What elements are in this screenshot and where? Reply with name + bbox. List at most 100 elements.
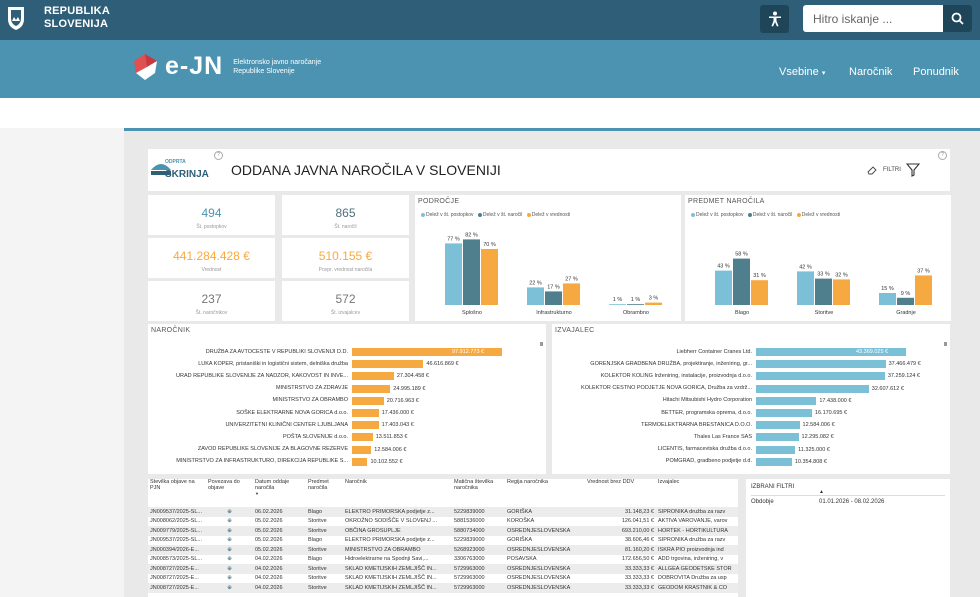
bar[interactable]: [915, 275, 932, 305]
bar[interactable]: [481, 249, 498, 305]
column-header[interactable]: Naročnik: [345, 479, 367, 485]
table-row[interactable]: JN009537/2025-SL... ⊕ 06.02.2026 Blago ELEKT…: [148, 507, 738, 517]
bar-value-label: 10.102.552 €: [370, 458, 403, 465]
column-header[interactable]: Datum oddaje naročila ▼: [253, 479, 306, 507]
link-icon[interactable]: ⊕: [227, 556, 232, 563]
chevron-down-icon: ▾: [821, 70, 826, 77]
gov-brand[interactable]: REPUBLIKA SLOVENIJA: [6, 4, 110, 32]
odprta-skrinja-logo-icon: [151, 164, 171, 175]
bar[interactable]: [645, 302, 662, 305]
bar[interactable]: [352, 396, 384, 405]
bar[interactable]: [715, 270, 732, 305]
table-row[interactable]: JN009537/2025-SL... ⊕ 05.02.2026 Blago ELEKT…: [148, 536, 738, 546]
search-input[interactable]: [803, 5, 943, 32]
bar-label: 42 %: [799, 264, 812, 270]
bar[interactable]: [751, 280, 768, 305]
nav-label: Vsebine: [779, 66, 819, 78]
bar-value-label: 32.607.612 €: [871, 385, 904, 392]
column-header[interactable]: Številka objave na PJN: [150, 479, 195, 491]
nav-item-vsebine[interactable]: Vsebine ▾: [779, 66, 825, 78]
bar-value-label: 43.369.025 €: [856, 349, 889, 355]
bar[interactable]: [463, 239, 480, 305]
bar[interactable]: [756, 384, 869, 393]
category-label: Blago: [735, 310, 749, 316]
bar[interactable]: [352, 421, 379, 430]
nav-item-narocnik[interactable]: Naročnik: [849, 66, 893, 78]
bar[interactable]: [627, 304, 644, 305]
column-header[interactable]: Predmet naročila: [308, 479, 329, 491]
bar[interactable]: [756, 360, 886, 369]
bar[interactable]: [756, 372, 885, 381]
bar[interactable]: [797, 271, 814, 305]
table-row[interactable]: JN008727/2025-E... ⊕ 04.02.2026 Storitve SKL…: [148, 583, 738, 593]
bar[interactable]: [352, 348, 502, 356]
bar[interactable]: [352, 457, 368, 466]
column-header[interactable]: Povezava do objave: [208, 479, 240, 491]
bar[interactable]: [352, 433, 373, 442]
table-cell: JN008727/2025-E...: [150, 575, 199, 582]
bar[interactable]: [545, 291, 562, 305]
bar[interactable]: [897, 297, 914, 305]
bar[interactable]: [527, 287, 544, 305]
link-icon[interactable]: ⊕: [227, 527, 232, 534]
scrollbar-handle[interactable]: [944, 342, 947, 346]
link-icon[interactable]: ⊕: [227, 537, 232, 544]
link-icon[interactable]: ⊕: [227, 546, 232, 553]
nav-item-ponudnik[interactable]: Ponudnik: [913, 66, 959, 78]
bar[interactable]: [756, 457, 792, 466]
link-icon[interactable]: ⊕: [227, 518, 232, 525]
table-cell: POSAVSKA: [507, 556, 537, 563]
sort-icon[interactable]: ▲: [819, 489, 824, 495]
bar[interactable]: [756, 433, 799, 442]
bar[interactable]: [879, 293, 896, 305]
bar-label: 43 %: [717, 264, 730, 270]
column-header[interactable]: Regija naročnika: [507, 479, 548, 485]
category-label: Infrastrukturno: [536, 310, 571, 316]
column-header[interactable]: Izvajalec: [658, 479, 680, 485]
filters-button[interactable]: FILTRI: [867, 163, 920, 177]
bar[interactable]: [756, 445, 796, 454]
search-button[interactable]: [943, 5, 972, 32]
bar-value-label: 12.295.082 €: [801, 434, 834, 441]
bar[interactable]: [833, 279, 850, 305]
table-row[interactable]: JN008062/2025-SL... ⊕ 05.02.2026 Storitve OK…: [148, 517, 738, 527]
ejn-logo[interactable]: e-JN Elektronsko javno naročanje Republik…: [133, 52, 321, 81]
link-icon[interactable]: ⊕: [227, 565, 232, 572]
bar[interactable]: [815, 278, 832, 305]
table-row[interactable]: JN008573/2025-SL... ⊕ 04.02.2026 Blago Hidro…: [148, 555, 738, 565]
help-icon[interactable]: ?: [214, 151, 223, 160]
help-icon[interactable]: ?: [938, 151, 947, 160]
bar[interactable]: [733, 258, 750, 305]
bar[interactable]: [352, 409, 379, 417]
bar[interactable]: [563, 283, 580, 305]
legend-item: Delež v št. postopkov: [696, 212, 744, 218]
link-icon[interactable]: ⊕: [227, 508, 232, 515]
bar[interactable]: [756, 409, 812, 417]
bar[interactable]: [352, 384, 391, 393]
sort-icon[interactable]: ▼: [255, 491, 259, 496]
column-header[interactable]: Matična številka naročnika: [454, 479, 494, 491]
scrollbar-handle[interactable]: [540, 342, 543, 346]
category-label: Obrambno: [623, 310, 649, 316]
link-icon[interactable]: ⊕: [227, 575, 232, 582]
link-icon[interactable]: ⊕: [227, 584, 232, 591]
legend-item: Delež v vrednosti: [801, 212, 841, 218]
column-header[interactable]: Vrednost brez DDV: [587, 479, 635, 485]
bar[interactable]: [352, 372, 394, 381]
bar[interactable]: [756, 396, 817, 405]
table-cell: SIPRONIKA družba za razv: [658, 537, 726, 544]
table-row[interactable]: JN009779/2025-SL... ⊕ 05.02.2026 Storitve OB…: [148, 526, 738, 536]
table-row[interactable]: JN008727/2025-E... ⊕ 04.02.2026 Storitve SKL…: [148, 574, 738, 584]
bar[interactable]: [609, 304, 626, 305]
bar[interactable]: [445, 243, 462, 305]
bar[interactable]: [352, 360, 424, 369]
bar[interactable]: [756, 421, 800, 430]
bar[interactable]: [352, 445, 372, 454]
table-row[interactable]: JN000394/2026-E... ⊕ 05.02.2026 Storitve MIN…: [148, 545, 738, 555]
bar[interactable]: [756, 348, 906, 356]
accessibility-button[interactable]: [760, 5, 789, 33]
table-row[interactable]: JN008727/2025-E... ⊕ 04.02.2026 Storitve SKL…: [148, 564, 738, 574]
bar-category-label: DRUŽBA ZA AVTOCESTE V REPUBLIKI SLOVENIJ…: [205, 348, 348, 355]
table-cell: 693.210,00 €: [621, 527, 654, 534]
table-cell: DOBROVITA Družba za usp: [658, 575, 727, 582]
